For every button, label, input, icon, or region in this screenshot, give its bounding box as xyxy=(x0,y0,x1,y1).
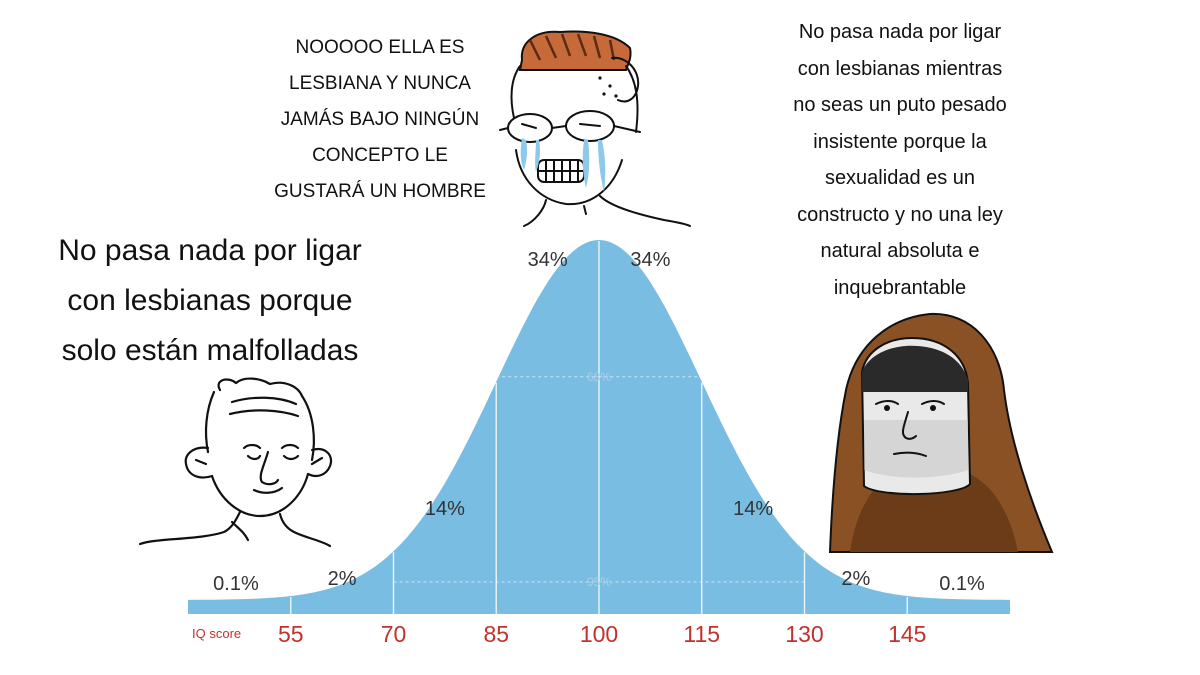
band-percent-label: 14% xyxy=(733,498,773,520)
band-percent-label: 34% xyxy=(528,249,568,271)
x-tick-label: 145 xyxy=(888,621,926,647)
band-percent-label: 14% xyxy=(425,498,465,520)
x-axis-label: IQ score xyxy=(192,626,241,641)
interval-label: 95% xyxy=(587,575,611,589)
x-tick-label: 55 xyxy=(278,621,304,647)
band-percent-label: 0.1% xyxy=(939,573,985,595)
band-percent-label: 0.1% xyxy=(213,573,259,595)
interval-label: 68% xyxy=(587,370,611,384)
sd-dividers xyxy=(290,241,908,614)
caption-right: No pasa nada por ligar con lesbianas mie… xyxy=(793,21,1007,299)
caption-left: No pasa nada por ligar con lesbianas por… xyxy=(58,234,362,367)
x-tick-label: 70 xyxy=(381,621,407,647)
caption-middle: NOOOOO ELLA ES LESBIANA Y NUNCA JAMÁS BA… xyxy=(274,37,486,202)
x-tick-label: 100 xyxy=(580,621,618,647)
crying-glasses-wojak-icon xyxy=(499,30,691,227)
band-percent-label: 2% xyxy=(328,568,357,590)
band-percent-label: 2% xyxy=(841,568,870,590)
band-labels: 0.1% 2% 14% 34% 34% 14% 2% 0.1% xyxy=(213,249,985,595)
hooded-wojak-icon xyxy=(828,312,1054,553)
x-tick-label: 85 xyxy=(483,621,509,647)
x-tick-label: 130 xyxy=(785,621,823,647)
interval-labels: 68% 95% xyxy=(393,370,805,589)
wojak-bald-face-icon xyxy=(138,377,333,548)
x-tick-labels: 55 70 85 100 115 130 145 xyxy=(278,621,926,647)
iq-bell-curve-chart: 68% 95% 0.1% 2% 14% 34% 34% 14% 2% 0.1% 55 70 85 10… xyxy=(188,240,1010,647)
band-percent-label: 34% xyxy=(630,249,670,271)
x-tick-label: 115 xyxy=(683,621,720,647)
